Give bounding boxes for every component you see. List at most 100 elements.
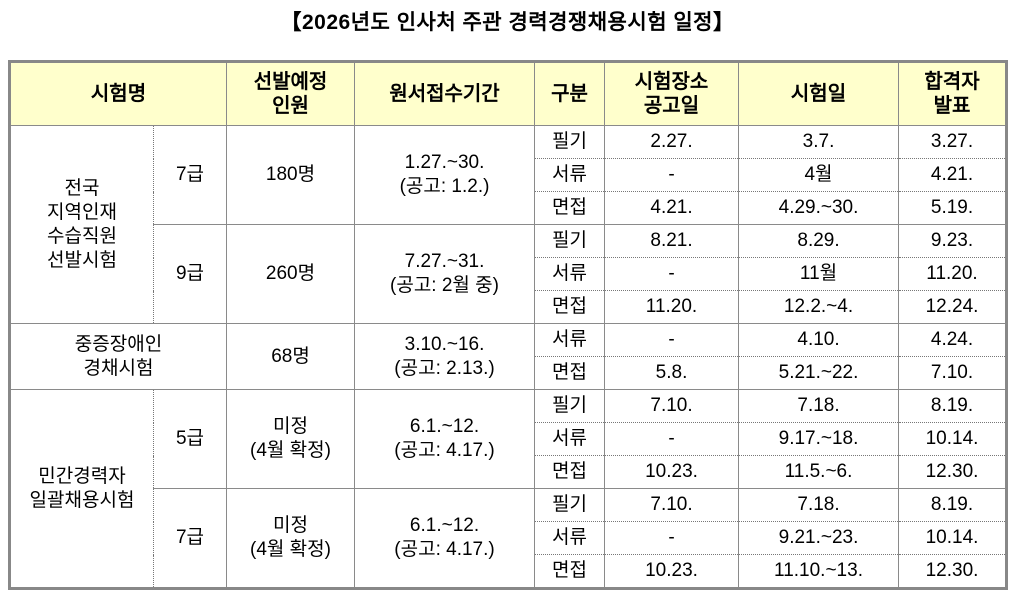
notice-date-cell: 10.23. [604,455,740,489]
exam-date-cell: 7.18. [738,389,900,423]
table-row: 서류 -9.17.~18. 10.14. [10,422,1008,456]
notice-date-cell: - [604,521,740,555]
stage-type-cell: 필기 [534,389,606,423]
notice-date-cell: - [604,422,740,456]
exam-date-cell: 11.5.~6. [738,455,900,489]
result-date-cell: 5.19. [898,191,1008,225]
page-title: 【2026년도 인사처 주관 경력경쟁채용시험 일정】 [280,11,735,34]
count-cell: 260명 [226,224,356,324]
stage-type-cell: 서류 [534,158,606,192]
result-date-cell: 8.19. [898,488,1008,522]
exam-name-cell-line: 선발시험 [47,249,117,271]
count-cell: 68명 [226,323,356,390]
exam-date-cell: 11월 [738,257,900,291]
stage-type-cell: 서류 [534,422,606,456]
exam-date-cell: 5.21.~22. [738,356,900,390]
header-exam-name: 시험명 [8,61,228,126]
table-row: 면접 11.20. 12.2.~4. 12.24. [10,290,1008,324]
exam-name-cell: 민간경력자 일괄채용시험 [9,389,154,589]
exam-date-cell: 12.2.~4. [738,290,900,324]
exam-name-cell-line: 중증장애인 [74,333,163,355]
period-cell-line: (공고: 1.2.) [399,176,490,197]
header-period: 원서접수기간 [354,61,536,126]
grade-cell: 5급 [152,389,228,489]
table-row: 면접 5.8. 5.21.~22. 7.10. [10,356,1008,390]
table-row: 면접 10.23. 11.10.~13. 12.30. [10,554,1008,589]
result-date-cell: 4.24. [898,323,1008,357]
grade-cell: 7급 [152,125,228,225]
exam-date-cell: 4월 [738,158,900,192]
count-cell-line: 180명 [265,164,316,185]
result-date-cell: 3.27. [898,125,1008,159]
notice-date-cell: 2.27. [604,125,740,159]
period-cell-line: 6.1.~12. [409,515,480,536]
exam-name-cell-line: 수습직원 [47,225,117,247]
count-cell-line: 68명 [271,345,310,367]
stage-type-cell: 서류 [534,323,606,357]
notice-date-cell: 7.10. [604,389,740,423]
header-result-line: 합격자 [924,71,980,93]
header-count: 선발예정 인원 [226,61,356,126]
table-row: 서류 -11월 11.20. [10,257,1008,291]
header-result: 합격자 발표 [898,61,1008,126]
result-date-cell: 10.14. [898,422,1008,456]
count-cell-line: 미정 [273,515,308,536]
exam-date-cell: 11.10.~13. [738,554,900,589]
result-date-cell: 9.23. [898,224,1008,258]
count-cell: 미정 (4월 확정) [226,488,356,589]
stage-type-cell: 서류 [534,257,606,291]
schedule-table: 시험명 선발예정 인원 원서접수기간 구분 시험장소 공고일 시험일 합격자 발표 전… [8,60,1009,590]
period-cell: 1.27.~30. (공고: 1.2.) [354,125,536,225]
period-cell-line: (공고: 4.17.) [394,440,495,461]
count-cell-line: (4월 확정) [250,539,331,560]
exam-name-cell-line: 전국 [64,177,100,199]
count-cell: 미정 (4월 확정) [226,389,356,489]
stage-type-cell: 면접 [534,356,606,390]
exam-date-cell: 9.21.~23. [738,521,900,555]
header-count-line: 인원 [272,95,309,117]
result-date-cell: 7.10. [898,356,1008,390]
exam-date-cell: 9.17.~18. [738,422,900,456]
header-result-line: 발표 [933,95,971,117]
count-cell-line: (4월 확정) [250,440,331,461]
grade-cell: 9급 [152,224,228,324]
table-row: 전국 지역인재 수습직원 선발시험 7급 180명 1.27.~30. (공고: 1.2.) 필… [9,125,1008,324]
notice-date-cell: 8.21. [604,224,740,258]
notice-date-cell: - [604,257,740,291]
count-cell-line: 260명 [265,263,316,284]
period-cell: 3.10.~16. (공고: 2.13.) [354,323,536,390]
result-date-cell: 4.21. [898,158,1008,192]
header-row: 시험명 선발예정 인원 원서접수기간 구분 시험장소 공고일 시험일 합격자 발표 [8,61,1008,126]
exam-name-cell-line: 일괄채용시험 [29,489,135,511]
header-notice: 시험장소 공고일 [604,61,740,126]
result-date-cell: 8.19. [898,389,1008,423]
header-notice-line: 공고일 [643,95,700,117]
notice-date-cell: 4.21. [604,191,740,225]
period-cell: 6.1.~12. (공고: 4.17.) [354,389,536,489]
exam-name-cell: 전국 지역인재 수습직원 선발시험 [9,125,154,324]
result-date-cell: 11.20. [898,257,1008,291]
header-count-line: 선발예정 [253,71,328,93]
exam-date-cell: 3.7. [738,125,900,159]
stage-type-cell: 필기 [534,488,606,522]
count-cell: 180명 [226,125,356,225]
result-date-cell: 10.14. [898,521,1008,555]
table-row: 9급 260명 7.27.~31. (공고: 2월 중) 필기 8.21. 8.29. 9.2… [10,224,1008,324]
stage-type-cell: 필기 [534,224,606,258]
stage-type-cell: 면접 [534,554,606,589]
period-cell-line: (공고: 2.13.) [394,357,495,379]
stage-type-cell: 면접 [534,290,606,324]
table-row: 중증장애인 경채시험 68명 3.10.~16. (공고: 2.13.) 서류 -4.10.… [8,323,1008,390]
exam-date-cell: 4.10. [738,323,900,357]
table-row: 면접 4.21. 4.29.~30. 5.19. [10,191,1008,225]
notice-date-cell: 7.10. [604,488,740,522]
stage-type-cell: 면접 [534,455,606,489]
period-cell-line: (공고: 4.17.) [394,539,495,560]
header-notice-line: 시험장소 [634,71,709,93]
exam-name-cell-line: 지역인재 [47,201,117,223]
exam-date-cell: 8.29. [738,224,900,258]
grade-cell: 7급 [152,488,228,589]
period-cell-line: 1.27.~30. [404,152,485,173]
stage-type-cell: 면접 [534,191,606,225]
notice-date-cell: - [604,323,740,357]
